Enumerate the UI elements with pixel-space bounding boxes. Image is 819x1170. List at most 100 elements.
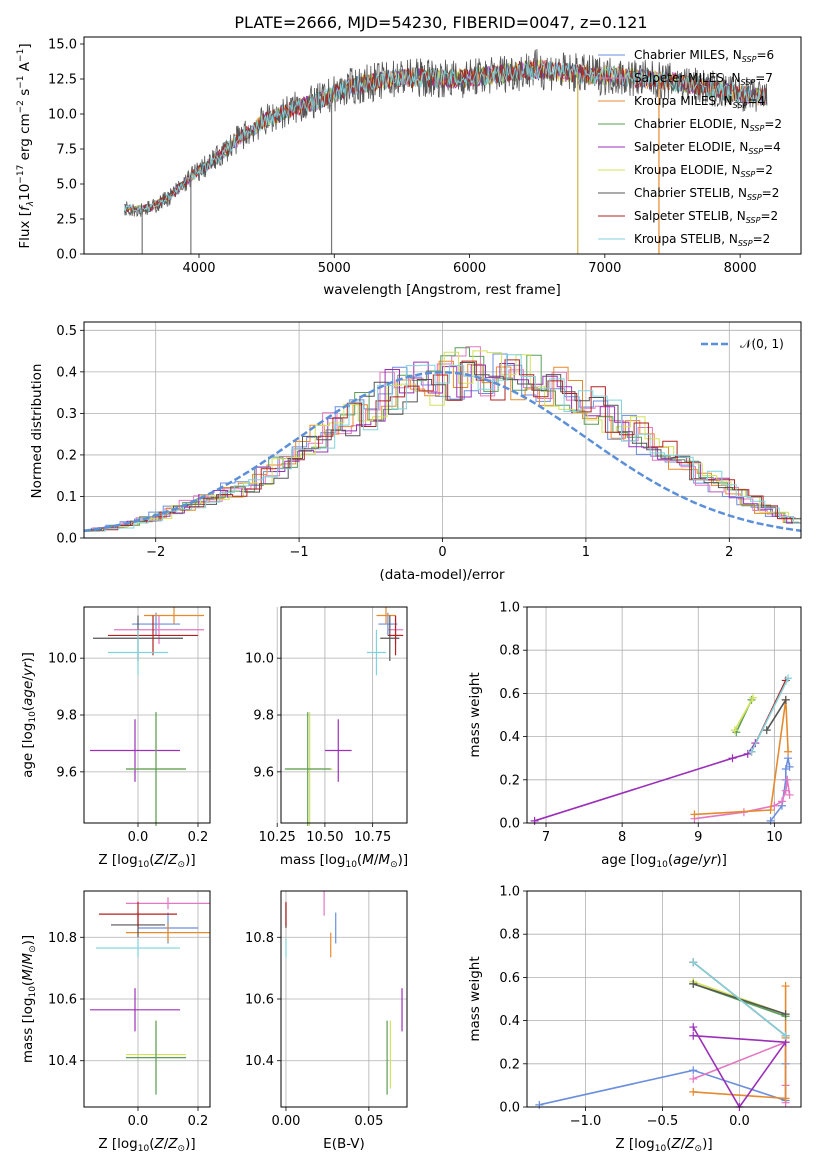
mass-z-ytick-label: 10.4 (48, 1054, 77, 1069)
spectrum-ytick-label: 2.5 (56, 213, 77, 228)
mw-age-marker-salpeter_miles (783, 775, 792, 784)
spectrum-ylabel-l: ] (17, 43, 33, 48)
mw-age-line-salpeter_elodie (534, 742, 756, 822)
spectrum-legend-label: Chabrier MILES, NSSP=6 (634, 48, 774, 64)
age-mass-ytick-label: 9.6 (253, 765, 274, 780)
age-z-ytick-label: 9.8 (56, 709, 77, 724)
age-mass-xtick-label: 10.75 (354, 830, 391, 845)
mass-z-panel: 0.0 0.2 10.4 10.6 10.8 Z [log10(Z/Z⊙)] mass … (20, 890, 211, 1154)
spectrum-plot-area (124, 48, 768, 254)
mw-age-ytick-label: 0.8 (499, 644, 520, 659)
residuals-panel: −2 −1 0 1 2 0.0 0.1 0.2 0.3 0.4 0.5 (data-model)/e… (29, 321, 802, 583)
residuals-ytick-label: 0.0 (56, 532, 77, 547)
mw-age-line-chabrier_stelib (766, 699, 787, 731)
spectrum-frame (83, 36, 802, 255)
age-mass-ytick-label: 10.0 (245, 652, 274, 667)
mw-age-marker-chabrier_miles (785, 762, 794, 771)
mw-age-marker-chabrier_miles (766, 816, 775, 825)
mw-z-marker-salpeter_miles (689, 1074, 698, 1083)
mass-ebv-xtick-label: 0.00 (271, 1114, 300, 1129)
spectrum-legend-label: Kroupa MILES, NSSP=4 (634, 94, 765, 110)
residuals-xtick-label: 0 (438, 545, 446, 560)
mw-age-marker-salpeter_miles (785, 790, 794, 799)
mw-age-ylabel: mass weight (467, 672, 483, 757)
residuals-xtick-label: −2 (146, 545, 165, 560)
residuals-grid: −2 −1 0 1 2 0.0 0.1 0.2 0.3 0.4 0.5 (56, 322, 801, 560)
mw-age-marker-chabrier_elodie (732, 728, 741, 737)
mw-age-marker-salpeter_elodie (530, 816, 539, 825)
spectrum-ytick-label: 0.0 (56, 248, 77, 263)
mw-age-line-kroupa_stelib (750, 677, 789, 753)
residuals-ytick-label: 0.1 (56, 490, 77, 505)
mw-z-marker-chabrier_miles (535, 1100, 544, 1109)
spectrum-legend-label: Salpeter MILES, NSSP=7 (634, 71, 773, 87)
age-mass-ytick-label: 9.8 (253, 709, 274, 724)
spectrum-ytick-label: 5.0 (56, 178, 77, 193)
spectrum-ylabel: Flux [fλ10−17 erg cm−2 s−1 A−1] (16, 43, 36, 248)
mw-age-xtick-label: 7 (542, 830, 550, 845)
spectrum-legend-label: Salpeter STELIB, NSSP=2 (634, 209, 778, 225)
age-z-xtick-label: 0.0 (128, 830, 149, 845)
mw-age-xtick-label: 10 (766, 830, 783, 845)
mw-z-ytick-label: 0.6 (499, 971, 520, 986)
residuals-xtick-label: −1 (290, 545, 309, 560)
age-z-ytick-label: 9.6 (56, 765, 77, 780)
mw-z-marker-kroupa_stelib (781, 1031, 790, 1040)
spectrum-ylabel-a: Flux [ (17, 211, 33, 249)
age-mass-panel: 10.25 10.50 10.75 9.6 9.8 10.0 mass [log10(M/… (245, 606, 408, 870)
age-z-panel: 0.0 0.2 9.6 9.8 10.0 Z [log10(Z/Z⊙)] age [lo… (20, 606, 211, 870)
mw-z-frame (526, 890, 802, 1108)
mw-z-marker-kroupa_miles (781, 1094, 790, 1103)
mass-z-xtick-label: 0.0 (128, 1114, 149, 1129)
spectrum-ylabel-f: erg cm (17, 113, 33, 164)
residuals-hist-salpeter_stelib (89, 359, 801, 532)
mw-age-marker-chabrier_miles (781, 765, 790, 773)
spectrum-ytick-label: 10.0 (48, 108, 77, 123)
residuals-xtick-label: 2 (725, 545, 733, 560)
spectrum-xtick-label: 8000 (724, 261, 757, 276)
mw-age-marker-kroupa_miles (784, 747, 793, 756)
mw-age-ytick-label: 1.0 (499, 601, 520, 616)
spectrum-legend-label: Kroupa ELODIE, NSSP=2 (634, 163, 773, 179)
mw-age-line-kroupa_miles (694, 699, 789, 816)
mw-age-marker-kroupa_miles (766, 806, 775, 815)
spectrum-ytick-label: 15.0 (48, 38, 77, 53)
spectrum-ylabel-c: λ (26, 201, 36, 207)
spectrum-ytick-label: 12.5 (48, 73, 77, 88)
mw-age-ytick-label: 0.0 (499, 817, 520, 832)
residuals-hist-chabrier_stelib (87, 362, 801, 531)
mass-z-ylabel: mass [log10(M/M⊙)] (20, 935, 38, 1063)
mw-z-marker-chabrier_stelib (689, 979, 698, 988)
mw-age-marker-chabrier_stelib (781, 695, 790, 704)
spectrum-xtick-label: 5000 (318, 261, 351, 276)
mw-z-ytick-label: 0.2 (499, 1057, 520, 1072)
spectrum-xtick-label: 4000 (182, 261, 215, 276)
spectrum-legend-label: Salpeter ELODIE, NSSP=4 (634, 140, 781, 156)
mass-ebv-ytick-label: 10.8 (245, 931, 274, 946)
figure-title: PLATE=2666, MJD=54230, FIBERID=0047, z=0… (234, 13, 647, 32)
mw-age-ytick-label: 0.2 (499, 773, 520, 788)
gaussian-curve (84, 371, 801, 532)
spectrum-ylabel-i: −1 (16, 75, 26, 88)
age-mass-xtick-label: 10.25 (259, 830, 296, 845)
mass-z-xlabel: Z [log10(Z/Z⊙)] (98, 1136, 195, 1154)
mw-age-marker-kroupa_miles (690, 810, 699, 819)
age-z-xtick-label: 0.2 (188, 830, 209, 845)
mw-z-ytick-label: 0.8 (499, 928, 520, 943)
spectrum-ylabel-g: −2 (16, 100, 26, 113)
spectrum-panel: 4000 5000 6000 7000 8000 0.0 2.5 5.0 7.5 10.0 12.5… (16, 36, 802, 298)
residuals-ytick-label: 0.4 (56, 365, 77, 380)
spectrum-axes: 4000 5000 6000 7000 8000 0.0 2.5 5.0 7.5 10.0 12.5… (48, 38, 757, 277)
mw-z-marker-salpeter_elodie (689, 1031, 698, 1040)
gaussian-legend-label: 𝒩(0, 1) (740, 337, 784, 351)
mw-z-xlabel: Z [log10(Z/Z⊙)] (615, 1136, 712, 1154)
mw-z-marker-kroupa_miles (781, 982, 790, 991)
spectrum-series-group (124, 48, 768, 254)
age-mass-xlabel: mass [log10(M/M⊙)] (280, 852, 408, 870)
mass-ebv-xlabel: E(B-V) (323, 1136, 365, 1152)
residuals-hist-kroupa_stelib (90, 354, 801, 532)
mass-z-ytick-label: 10.6 (48, 993, 77, 1008)
spectrum-ytick-label: 7.5 (56, 143, 77, 158)
mw-age-marker-kroupa_stelib (747, 747, 756, 756)
mw-z-ylabel: mass weight (467, 956, 483, 1041)
